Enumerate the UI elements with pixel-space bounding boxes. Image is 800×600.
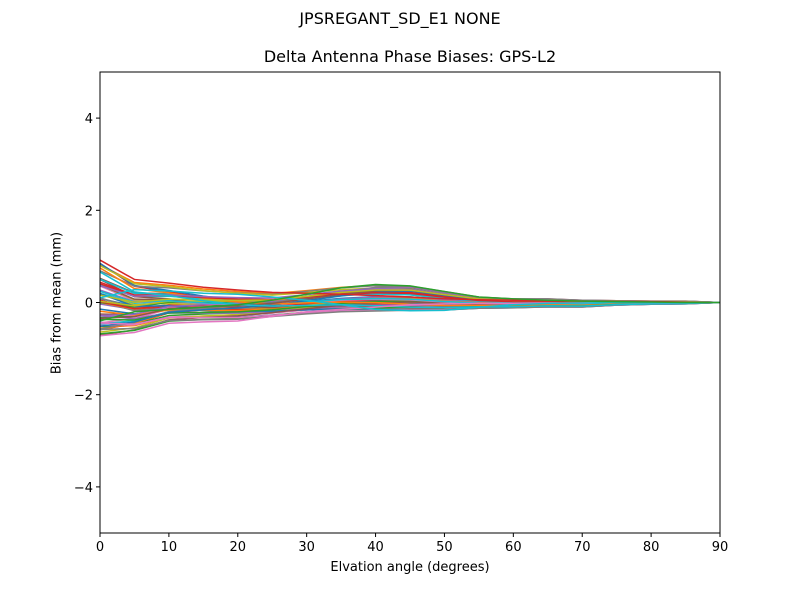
y-tick-label: −4 [74, 481, 93, 496]
figure-suptitle: JPSREGANT_SD_E1 NONE [299, 9, 501, 28]
series-line [99, 271, 721, 309]
y-tick-label: 2 [85, 204, 93, 219]
chart-title: Delta Antenna Phase Biases: GPS-L2 [263, 47, 557, 66]
x-tick-label: 30 [298, 540, 315, 555]
x-tick-label: 10 [161, 540, 178, 555]
x-tick-label: 80 [643, 540, 660, 555]
y-axis-label: Bias from mean (mm) [49, 231, 65, 375]
x-tick-label: 40 [367, 540, 384, 555]
series-line [99, 283, 720, 322]
y-axis-ticks: −4 −2 0 2 4 [74, 112, 100, 496]
x-tick-label: 70 [574, 540, 591, 555]
x-tick-label: 90 [712, 540, 729, 555]
x-axis-ticks: 0 10 20 30 40 50 60 70 80 90 [96, 533, 728, 555]
series-line [99, 288, 720, 312]
x-tick-label: 0 [96, 540, 104, 555]
x-tick-label: 50 [436, 540, 453, 555]
y-tick-label: −2 [74, 389, 93, 404]
x-tick-label: 60 [505, 540, 522, 555]
x-tick-label: 20 [230, 540, 247, 555]
x-axis-label: Elvation angle (degrees) [330, 560, 490, 575]
y-tick-label: 4 [85, 112, 93, 127]
y-tick-label: 0 [85, 297, 93, 312]
series-lines [99, 259, 721, 337]
